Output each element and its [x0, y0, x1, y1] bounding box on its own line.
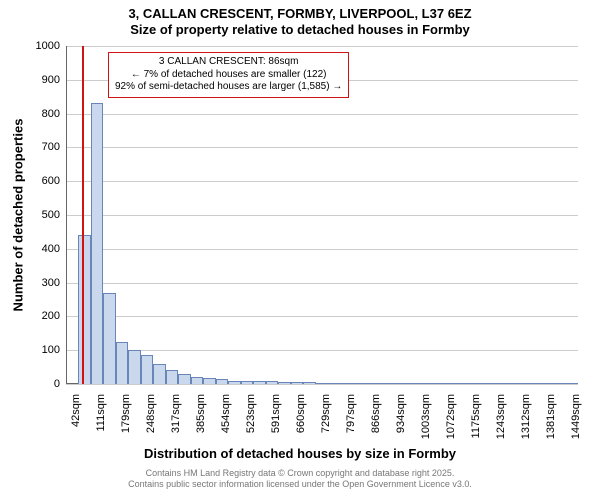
- x-tick-label: 248sqm: [145, 394, 157, 433]
- x-tick-label: 591sqm: [270, 394, 282, 433]
- y-tick-label: 700: [30, 141, 60, 153]
- x-tick-label: 1449sqm: [570, 394, 582, 439]
- x-tick-label: 866sqm: [370, 394, 382, 433]
- bar: [566, 383, 578, 384]
- bar: [203, 378, 215, 384]
- gridline: [66, 147, 578, 148]
- bar: [128, 350, 140, 384]
- bar: [478, 383, 490, 384]
- marker-line: [82, 46, 84, 384]
- annotation-line: 92% of semi-detached houses are larger (…: [115, 81, 342, 94]
- bar: [378, 383, 390, 384]
- gridline: [66, 316, 578, 317]
- x-tick-label: 454sqm: [220, 394, 232, 433]
- gridline: [66, 114, 578, 115]
- x-tick-label: 385sqm: [195, 394, 207, 433]
- x-tick-label: 1243sqm: [495, 394, 507, 439]
- bar: [391, 383, 403, 384]
- bar: [528, 383, 540, 384]
- y-axis-label: Number of detached properties: [11, 119, 26, 312]
- bar: [353, 383, 365, 384]
- x-axis-label: Distribution of detached houses by size …: [0, 446, 600, 461]
- y-axis-line: [66, 46, 67, 384]
- caption-line-2: Contains public sector information licen…: [128, 479, 472, 489]
- bar: [341, 383, 353, 384]
- y-tick-label: 0: [30, 378, 60, 390]
- x-tick-label: 1072sqm: [445, 394, 457, 439]
- bar: [191, 377, 203, 384]
- x-tick-label: 111sqm: [95, 394, 107, 432]
- bar: [291, 382, 303, 384]
- bar: [166, 370, 178, 384]
- y-tick-label: 900: [30, 74, 60, 86]
- y-tick-label: 100: [30, 344, 60, 356]
- y-tick-label: 1000: [30, 40, 60, 52]
- bar: [316, 383, 328, 384]
- y-tick-label: 500: [30, 209, 60, 221]
- y-tick-label: 800: [30, 108, 60, 120]
- y-tick-label: 400: [30, 243, 60, 255]
- bar: [366, 383, 378, 384]
- x-tick-label: 934sqm: [395, 394, 407, 433]
- bar: [541, 383, 553, 384]
- bar: [116, 342, 128, 384]
- gridline: [66, 283, 578, 284]
- gridline: [66, 350, 578, 351]
- y-tick-label: 200: [30, 310, 60, 322]
- bar: [241, 381, 253, 384]
- bar: [428, 383, 440, 384]
- chart-title: 3, CALLAN CRESCENT, FORMBY, LIVERPOOL, L…: [0, 6, 600, 37]
- bar: [91, 103, 103, 384]
- gridline: [66, 249, 578, 250]
- bar: [553, 383, 565, 384]
- x-tick-label: 660sqm: [295, 394, 307, 433]
- bar: [266, 381, 278, 384]
- gridline: [66, 46, 578, 47]
- y-tick-label: 600: [30, 175, 60, 187]
- bar: [78, 235, 90, 384]
- x-tick-label: 523sqm: [245, 394, 257, 433]
- gridline: [66, 215, 578, 216]
- annotation-line: ← 7% of detached houses are smaller (122…: [115, 69, 342, 82]
- bar: [141, 355, 153, 384]
- x-tick-label: 317sqm: [170, 394, 182, 433]
- bar: [441, 383, 453, 384]
- chart-container: 3, CALLAN CRESCENT, FORMBY, LIVERPOOL, L…: [0, 0, 600, 500]
- bar: [328, 383, 340, 384]
- annotation-line: 3 CALLAN CRESCENT: 86sqm: [115, 56, 342, 69]
- bar: [491, 383, 503, 384]
- x-tick-label: 729sqm: [320, 394, 332, 433]
- bar: [228, 381, 240, 384]
- x-tick-label: 1003sqm: [420, 394, 432, 439]
- title-line-2: Size of property relative to detached ho…: [130, 22, 470, 37]
- bar: [403, 383, 415, 384]
- gridline: [66, 384, 578, 385]
- bar: [503, 383, 515, 384]
- bar: [303, 382, 315, 384]
- bar: [103, 293, 115, 384]
- bar: [516, 383, 528, 384]
- bar: [216, 379, 228, 384]
- bar: [453, 383, 465, 384]
- annotation-box: 3 CALLAN CRESCENT: 86sqm← 7% of detached…: [108, 52, 349, 98]
- bar: [466, 383, 478, 384]
- x-tick-label: 1381sqm: [545, 394, 557, 439]
- x-tick-label: 1175sqm: [470, 394, 482, 438]
- bar: [253, 381, 265, 384]
- caption-line-1: Contains HM Land Registry data © Crown c…: [146, 468, 455, 478]
- y-tick-label: 300: [30, 277, 60, 289]
- bar: [416, 383, 428, 384]
- x-tick-label: 1312sqm: [520, 394, 532, 439]
- gridline: [66, 181, 578, 182]
- x-tick-label: 797sqm: [345, 394, 357, 433]
- title-line-1: 3, CALLAN CRESCENT, FORMBY, LIVERPOOL, L…: [128, 6, 471, 21]
- bar: [178, 374, 190, 384]
- bar: [278, 382, 290, 384]
- caption: Contains HM Land Registry data © Crown c…: [0, 468, 600, 490]
- x-tick-label: 42sqm: [70, 394, 82, 427]
- bar: [153, 364, 165, 384]
- x-tick-label: 179sqm: [120, 394, 132, 433]
